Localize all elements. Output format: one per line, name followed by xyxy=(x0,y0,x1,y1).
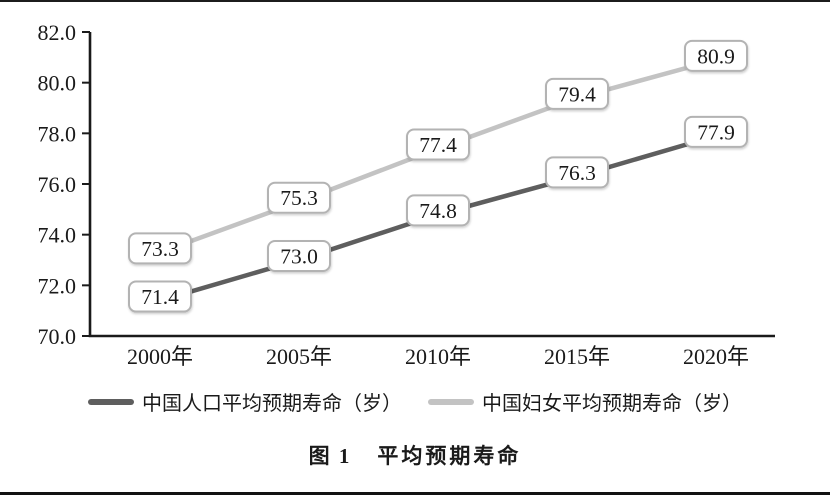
legend-item-women: 中国妇女平均预期寿命（岁） xyxy=(428,387,742,416)
data-label: 77.4 xyxy=(406,128,470,161)
x-tick-label: 2005年 xyxy=(266,344,332,369)
x-tick-label: 2000年 xyxy=(127,344,193,369)
data-label-text: 75.3 xyxy=(280,186,318,210)
y-tick-label: 74.0 xyxy=(38,223,77,248)
data-label-box xyxy=(684,115,748,148)
data-label-box xyxy=(684,39,748,72)
legend-item-population: 中国人口平均预期寿命（岁） xyxy=(88,387,402,416)
y-tick-label: 80.0 xyxy=(38,71,77,96)
legend-line-dark-icon xyxy=(88,398,134,405)
y-tick-label: 78.0 xyxy=(38,121,77,146)
data-label-box xyxy=(406,194,470,227)
data-label-box xyxy=(545,77,609,110)
x-tick-label: 2010年 xyxy=(405,344,471,369)
legend-label-population: 中国人口平均预期寿命（岁） xyxy=(142,393,402,415)
top-rule xyxy=(0,0,830,2)
data-label: 80.9 xyxy=(684,39,748,72)
data-label: 76.3 xyxy=(545,156,609,189)
data-label: 73.0 xyxy=(267,240,331,272)
data-label-text: 71.4 xyxy=(141,285,179,309)
data-label-box xyxy=(406,128,470,161)
data-label-box xyxy=(267,240,331,272)
x-tick-label: 2015年 xyxy=(544,344,610,369)
y-tick-label: 72.0 xyxy=(38,273,77,298)
figure-caption: 图 1 平均预期寿命 xyxy=(0,440,830,470)
data-label-box xyxy=(128,232,192,265)
data-label: 73.3 xyxy=(128,232,192,265)
chart-legend: 中国人口平均预期寿命（岁） 中国妇女平均预期寿命（岁） xyxy=(0,387,830,416)
x-tick-label: 2020年 xyxy=(683,344,749,369)
legend-label-women: 中国妇女平均预期寿命（岁） xyxy=(482,393,742,415)
y-tick-label: 76.0 xyxy=(38,172,77,197)
data-label: 75.3 xyxy=(267,181,331,214)
legend-line-light-icon xyxy=(428,398,474,405)
data-label-text: 77.4 xyxy=(419,133,457,157)
data-label-text: 76.3 xyxy=(558,161,596,185)
figure-title: 平均预期寿命 xyxy=(377,444,522,468)
line-chart: 70.0 72.0 74.0 76.0 78.0 80.0 82.0 2000年 2005年 20… xyxy=(38,20,775,369)
data-label-text: 73.3 xyxy=(141,237,179,261)
data-label: 79.4 xyxy=(545,77,609,110)
data-label-text: 80.9 xyxy=(697,44,735,68)
data-label-box xyxy=(267,181,331,214)
data-label-text: 74.8 xyxy=(419,199,457,223)
data-label: 71.4 xyxy=(128,280,192,313)
data-label: 77.9 xyxy=(684,115,748,148)
data-label-text: 77.9 xyxy=(697,120,735,144)
data-label-text: 79.4 xyxy=(558,82,596,106)
y-tick-label: 70.0 xyxy=(38,324,77,349)
data-label-box xyxy=(128,280,192,313)
bottom-rule xyxy=(0,492,830,495)
data-label: 74.8 xyxy=(406,194,470,227)
data-label-text: 73.0 xyxy=(280,245,318,269)
data-label-box xyxy=(545,156,609,189)
y-tick-label: 82.0 xyxy=(38,20,77,45)
figure-number: 图 1 xyxy=(308,444,352,468)
